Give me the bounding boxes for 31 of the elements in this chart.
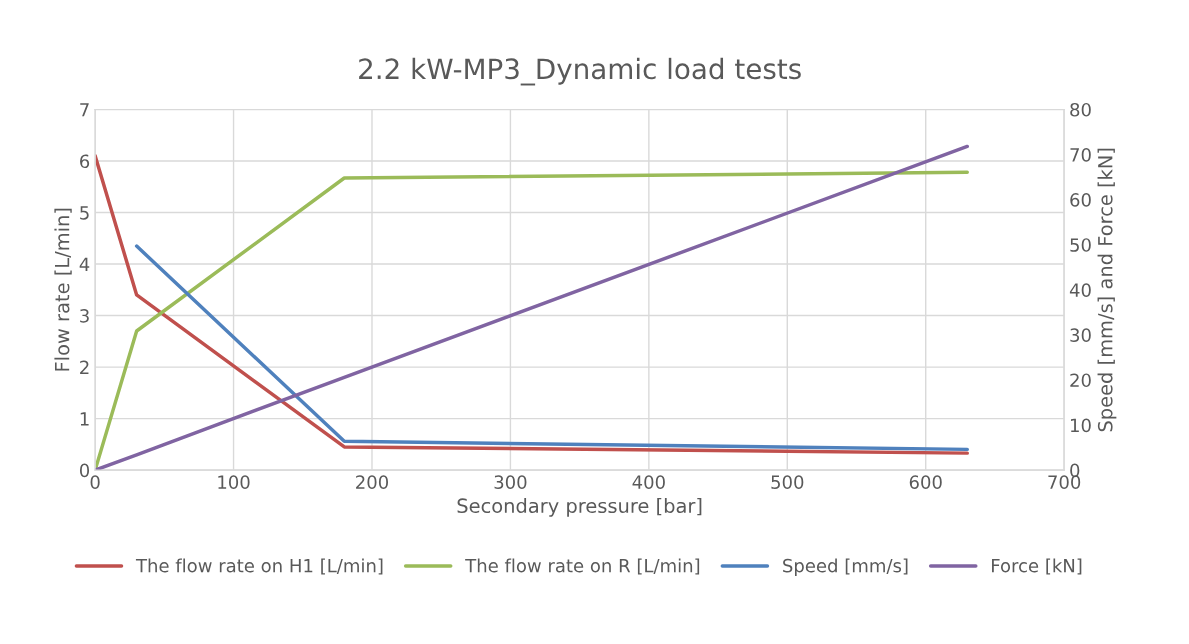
y2-tick-label: 50	[1070, 238, 1091, 252]
x-tick-label: 0	[90, 475, 100, 489]
y-axis-title: Flow rate [L/min]	[54, 208, 72, 371]
x-tick-label: 200	[356, 475, 389, 489]
x-tick-label: 600	[909, 475, 942, 489]
x-tick-label: 500	[771, 475, 804, 489]
y-tick-label: 4	[79, 257, 90, 271]
x-axis-title: Secondary pressure [bar]	[457, 498, 702, 517]
legend-label: The flow rate on R [L/min]	[465, 558, 700, 575]
y-tick-label: 2	[80, 360, 89, 374]
legend-label: The flow rate on H1 [L/min]	[135, 558, 383, 575]
y-tick-label: 7	[80, 103, 89, 117]
y-tick-label: 1	[80, 412, 89, 426]
y2-axis-title: Speed [mm/s] and Force [kN]	[1097, 148, 1117, 432]
y-tick-label: 5	[80, 206, 89, 220]
x-tick-label: 300	[494, 475, 527, 489]
y2-tick-label: 20	[1070, 373, 1091, 388]
y-tick-label: 6	[80, 154, 90, 169]
legend-label: Speed [mm/s]	[783, 558, 908, 576]
x-tick-label: 400	[632, 475, 665, 489]
legend-label: Force [kN]	[992, 558, 1082, 575]
x-tick-label: 100	[218, 475, 250, 489]
y2-tick-label: 10	[1071, 418, 1091, 433]
y2-tick-label: 70	[1070, 148, 1091, 162]
y-tick-label: 3	[80, 309, 89, 323]
y2-tick-label: 40	[1069, 283, 1091, 297]
chart-title: 2.2 kW-MP3_Dynamic load tests	[359, 57, 801, 86]
y-tick-label: 0	[79, 463, 90, 478]
y2-tick-label: 60	[1070, 193, 1091, 207]
y2-tick-label: 80	[1070, 102, 1091, 117]
y2-tick-label: 30	[1070, 328, 1091, 342]
